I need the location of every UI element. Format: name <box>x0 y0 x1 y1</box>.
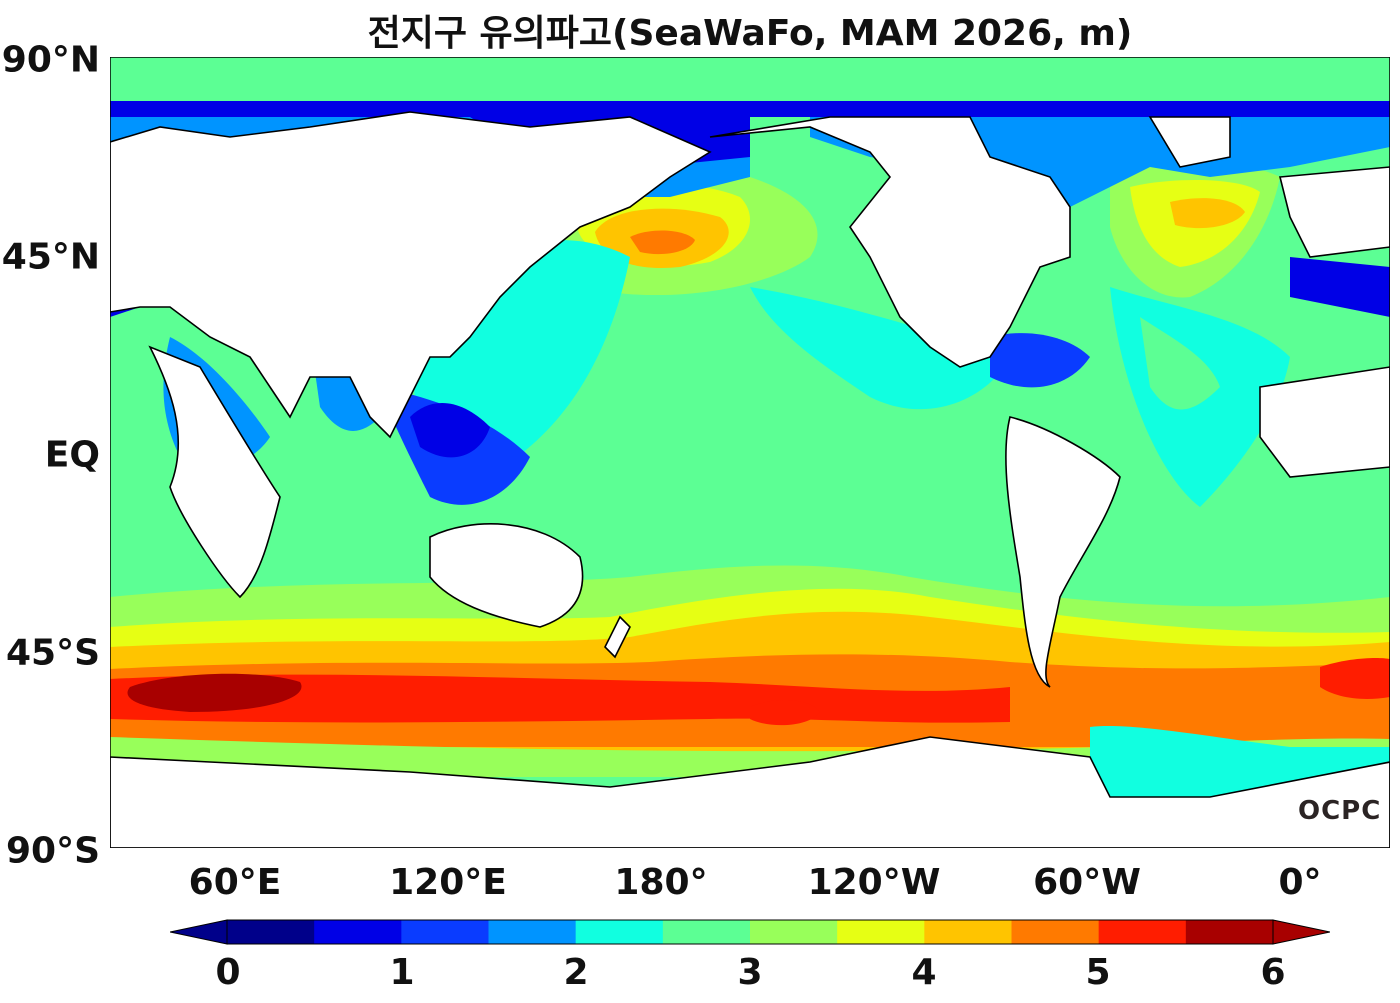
ocpc-logo: OCPC <box>1298 796 1382 826</box>
colorbar-cell <box>1011 920 1100 944</box>
chart-title: 전지구 유의파고(SeaWaFo, MAM 2026, m) <box>367 13 1133 54</box>
new-zealand-land <box>604 615 631 659</box>
colorbar-cell <box>662 920 751 944</box>
lon-tick-label: 120°E <box>389 862 507 903</box>
lon-tick-label: 180° <box>614 862 708 903</box>
colorbar-tick-label: 0 <box>215 952 241 993</box>
colorbar-cell <box>837 920 925 944</box>
colorbar-cell <box>314 920 402 944</box>
colorbar-min-extension <box>170 919 228 945</box>
antarctica-land <box>110 736 1390 848</box>
colorbar-cell <box>227 920 315 944</box>
colorbar-tick-label: 1 <box>389 952 415 993</box>
colorbar-cell <box>1185 920 1274 944</box>
wave-height-map <box>110 57 1390 848</box>
west-africa-land <box>1259 366 1390 478</box>
colorbar-cell <box>750 920 838 944</box>
colorbar-tick-label: 3 <box>737 952 763 993</box>
colorbar-cell <box>488 920 577 944</box>
colorbar-tick-label: 4 <box>911 952 937 993</box>
colorbar-cell <box>401 920 489 944</box>
south-america-land <box>1005 416 1121 688</box>
eurasia-land <box>110 111 712 439</box>
lat-tick-label: 45°N <box>1 236 100 278</box>
australia-land <box>429 523 584 628</box>
lon-tick-label: 0° <box>1278 862 1322 903</box>
colorbar-cell <box>924 920 1012 944</box>
europe-land <box>1278 166 1390 258</box>
colorbar-cell <box>575 920 664 944</box>
lon-tick-label: 60°W <box>1033 862 1141 903</box>
north-america-land <box>709 116 1071 368</box>
colorbar-max-extension <box>1272 919 1330 945</box>
colorbar-cell <box>1098 920 1187 944</box>
land-masses <box>110 111 1390 848</box>
lon-tick-label: 120°W <box>807 862 941 903</box>
lat-tick-label: EQ <box>44 434 100 476</box>
colorbar-tick-label: 5 <box>1085 952 1111 993</box>
lat-tick-label: 45°S <box>5 632 100 674</box>
lon-tick-label: 60°E <box>188 862 282 903</box>
colorbar <box>170 919 1330 945</box>
colorbar-tick-label: 2 <box>563 952 589 993</box>
lat-tick-label: 90°S <box>5 830 100 872</box>
africa-land <box>148 345 281 599</box>
greenland-land <box>1148 116 1231 168</box>
lat-tick-label: 90°N <box>1 39 100 81</box>
colorbar-tick-label: 6 <box>1260 952 1286 993</box>
north-atlantic-bands <box>1110 162 1280 298</box>
